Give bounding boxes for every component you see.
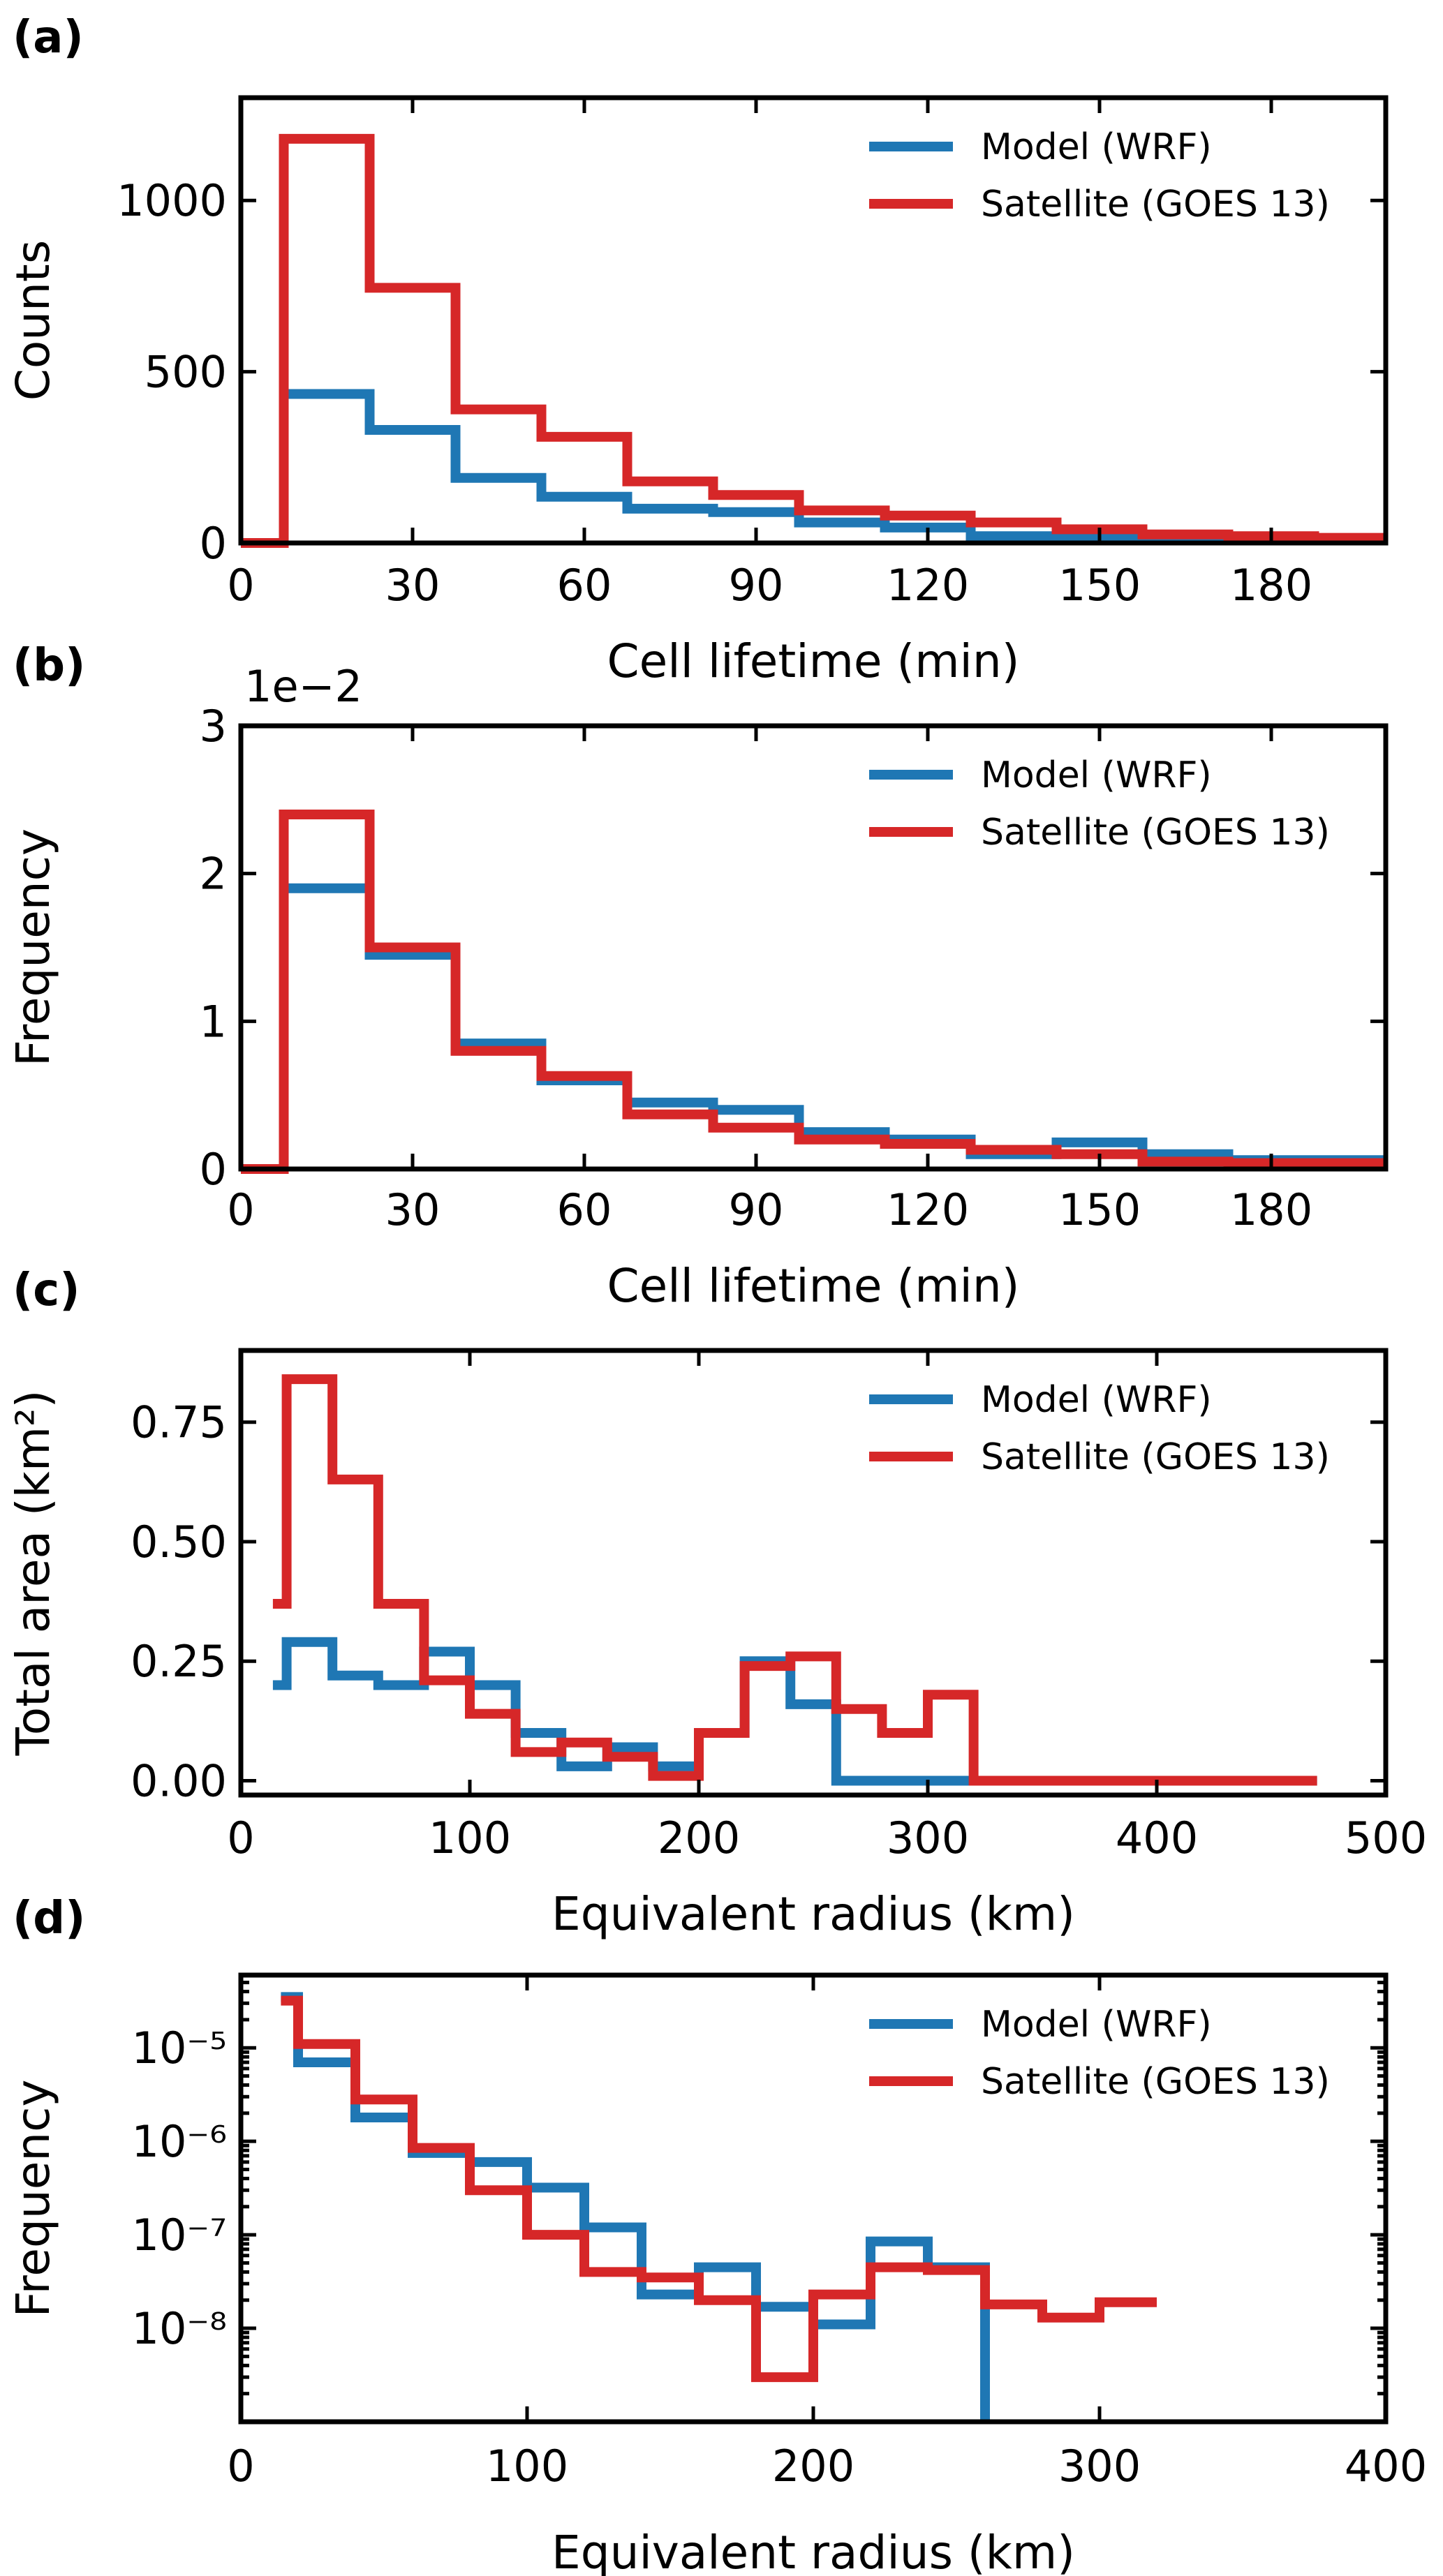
x-tick-label: 120 — [887, 1184, 969, 1235]
x-tick-label: 60 — [557, 1184, 612, 1235]
x-tick-label: 400 — [1116, 1812, 1198, 1863]
x-axis-label: Equivalent radius (km) — [552, 1887, 1075, 1941]
y-tick-label: 0.00 — [131, 1755, 227, 1806]
y-tick-label: 10⁻⁶ — [132, 2116, 227, 2167]
x-axis-label: Equivalent radius (km) — [552, 2526, 1075, 2576]
y-axis-label: Frequency — [6, 2080, 60, 2318]
x-tick-label: 0 — [227, 2441, 254, 2492]
x-tick-label: 150 — [1058, 1184, 1141, 1235]
x-axis-label: Cell lifetime (min) — [607, 1259, 1020, 1313]
offset-label: 1e−2 — [244, 661, 362, 712]
panel-label: (b) — [13, 640, 85, 692]
legend-label-satellite: Satellite (GOES 13) — [981, 1436, 1330, 1478]
plot-frame — [238, 723, 1389, 1172]
legend-label-satellite: Satellite (GOES 13) — [981, 812, 1330, 854]
y-tick-label: 0 — [200, 518, 227, 569]
x-tick-label: 150 — [1058, 560, 1141, 611]
legend-label-model: Model (WRF) — [981, 2004, 1212, 2046]
x-tick-label: 0 — [227, 560, 254, 611]
y-axis-label: Frequency — [6, 828, 60, 1066]
panel-a: 0 30 60 90 120 150 180 0 500 1000 Cell lifetime (m… — [6, 12, 1389, 688]
x-tick-label: 60 — [557, 560, 612, 611]
y-tick-label: 1000 — [117, 175, 227, 226]
x-tick-label: 300 — [1058, 2441, 1141, 2492]
x-tick-label: 200 — [658, 1812, 740, 1863]
legend-label-model: Model (WRF) — [981, 1379, 1212, 1421]
series-model — [281, 1992, 990, 2422]
plot-frame — [238, 1348, 1389, 1798]
x-tick-label: 30 — [385, 560, 441, 611]
x-tick-label: 120 — [887, 560, 969, 611]
y-tick-label: 0.25 — [131, 1636, 227, 1687]
series-model — [241, 883, 1386, 1174]
panel-c: 0 100 200 300 400 500 0.00 0.25 0.50 0.75 Equivale… — [6, 1265, 1427, 1941]
legend-label-model: Model (WRF) — [981, 126, 1212, 168]
legend-label-satellite: Satellite (GOES 13) — [981, 184, 1330, 225]
x-tick-label: 300 — [887, 1812, 969, 1863]
x-tick-label: 200 — [772, 2441, 854, 2492]
x-tick-label: 0 — [227, 1184, 254, 1235]
panel-label: (a) — [13, 12, 84, 64]
series-satellite — [241, 133, 1386, 548]
legend-label-model: Model (WRF) — [981, 754, 1212, 796]
x-tick-label: 90 — [729, 1184, 784, 1235]
panel-d: 0 100 200 300 400 10⁻⁸ 10⁻⁷ 10⁻⁶ 10⁻⁵ Equivalent … — [6, 1893, 1427, 2576]
x-tick-label: 90 — [729, 560, 784, 611]
x-tick-label: 0 — [227, 1812, 254, 1863]
x-tick-label: 500 — [1345, 1812, 1427, 1863]
plot-frame — [238, 95, 1389, 546]
x-tick-label: 400 — [1345, 2441, 1427, 2492]
x-tick-label: 180 — [1230, 560, 1312, 611]
panel-label: (d) — [13, 1893, 85, 1944]
y-tick-label: 10⁻⁵ — [132, 2023, 227, 2074]
y-tick-label: 0.50 — [131, 1517, 227, 1568]
panel-b: 0 30 60 90 120 150 180 0 1 2 3 Cell lifetime (min) F… — [6, 640, 1389, 1313]
x-tick-label: 30 — [385, 1184, 441, 1235]
y-tick-label: 2 — [200, 849, 227, 900]
series-model — [279, 389, 1386, 546]
panel-label: (c) — [13, 1265, 80, 1316]
y-axis-label: Total area (km²) — [6, 1390, 60, 1757]
x-axis-label: Cell lifetime (min) — [607, 634, 1020, 688]
y-tick-label: 3 — [200, 701, 227, 752]
x-tick-label: 100 — [486, 2441, 568, 2492]
y-tick-label: 10⁻⁷ — [132, 2210, 227, 2261]
y-tick-label: 500 — [145, 347, 227, 398]
x-tick-label: 100 — [429, 1812, 511, 1863]
legend-label-satellite: Satellite (GOES 13) — [981, 2061, 1330, 2103]
series-satellite — [281, 1995, 1157, 2383]
series-satellite — [272, 1374, 1317, 1786]
y-tick-label: 0.75 — [131, 1397, 227, 1448]
y-tick-label: 10⁻⁸ — [132, 2303, 227, 2354]
y-tick-label: 1 — [200, 996, 227, 1047]
x-tick-label: 180 — [1230, 1184, 1312, 1235]
y-tick-label: 0 — [200, 1144, 227, 1195]
series-satellite — [241, 810, 1386, 1174]
y-axis-label: Counts — [6, 240, 60, 401]
